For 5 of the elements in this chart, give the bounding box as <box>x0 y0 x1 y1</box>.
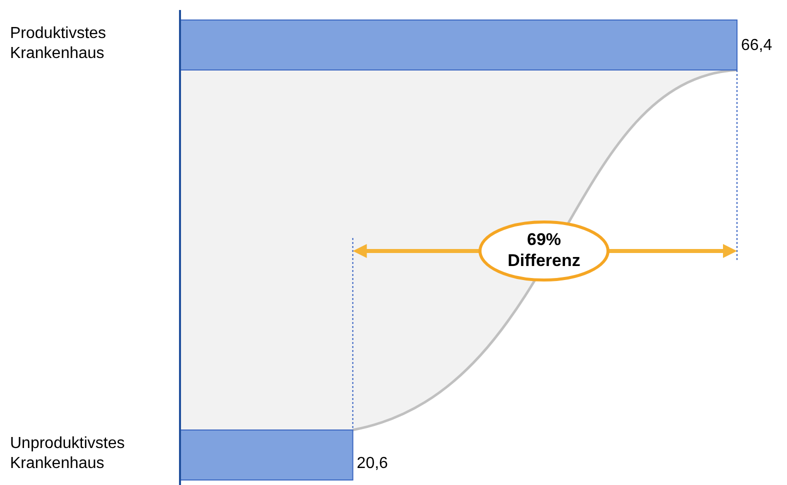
y-tick-label: Unproduktivstes Krankenhaus <box>10 435 125 472</box>
annotation: 69% Differenz <box>508 230 580 270</box>
data-label: 20,6 <box>356 455 388 472</box>
data-label: 66,4 <box>741 37 772 54</box>
y-tick-label: Produktivstes Krankenhaus <box>10 25 106 62</box>
